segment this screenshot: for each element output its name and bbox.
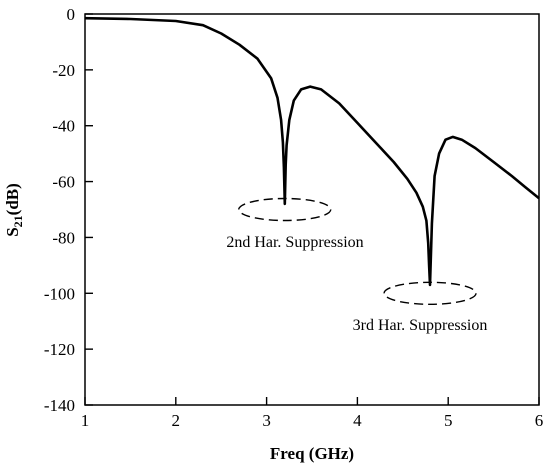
y-tick-label: -60 [52,173,75,192]
y-axis-title: S21(dB) [3,183,25,237]
y-tick-label: -140 [44,396,75,415]
x-tick-label: 2 [172,411,181,430]
y-axis: 0 -20 -40 -60 -80 -100 -120 -140 [44,5,93,415]
x-tick-label: 1 [81,411,90,430]
y-tick-label: 0 [67,5,76,24]
x-tick-label: 3 [262,411,271,430]
y-axis-title-main: S [3,227,22,236]
y-tick-label: -80 [52,228,75,247]
y-tick-label: -40 [52,117,75,136]
x-axis-title: Freq (GHz) [270,444,354,463]
3rd-harmonic-marker [383,281,477,305]
annotation-2nd-harmonic: 2nd Har. Suppression [226,234,363,251]
x-tick-label: 4 [353,411,362,430]
plot-frame [84,13,540,406]
2nd-harmonic-marker [238,197,332,222]
y-tick-label: -100 [44,284,75,303]
annotation-3rd-harmonic: 3rd Har. Suppression [353,317,488,334]
s21-curve [84,16,540,287]
y-tick-label: -120 [44,340,75,359]
y-axis-title-rest: (dB) [3,183,22,215]
x-axis: 1 2 3 4 5 6 [81,397,544,430]
x-tick-label: 5 [444,411,453,430]
y-tick-label: -20 [52,61,75,80]
x-tick-label: 6 [535,411,544,430]
y-axis-title-sub: 21 [11,215,25,227]
